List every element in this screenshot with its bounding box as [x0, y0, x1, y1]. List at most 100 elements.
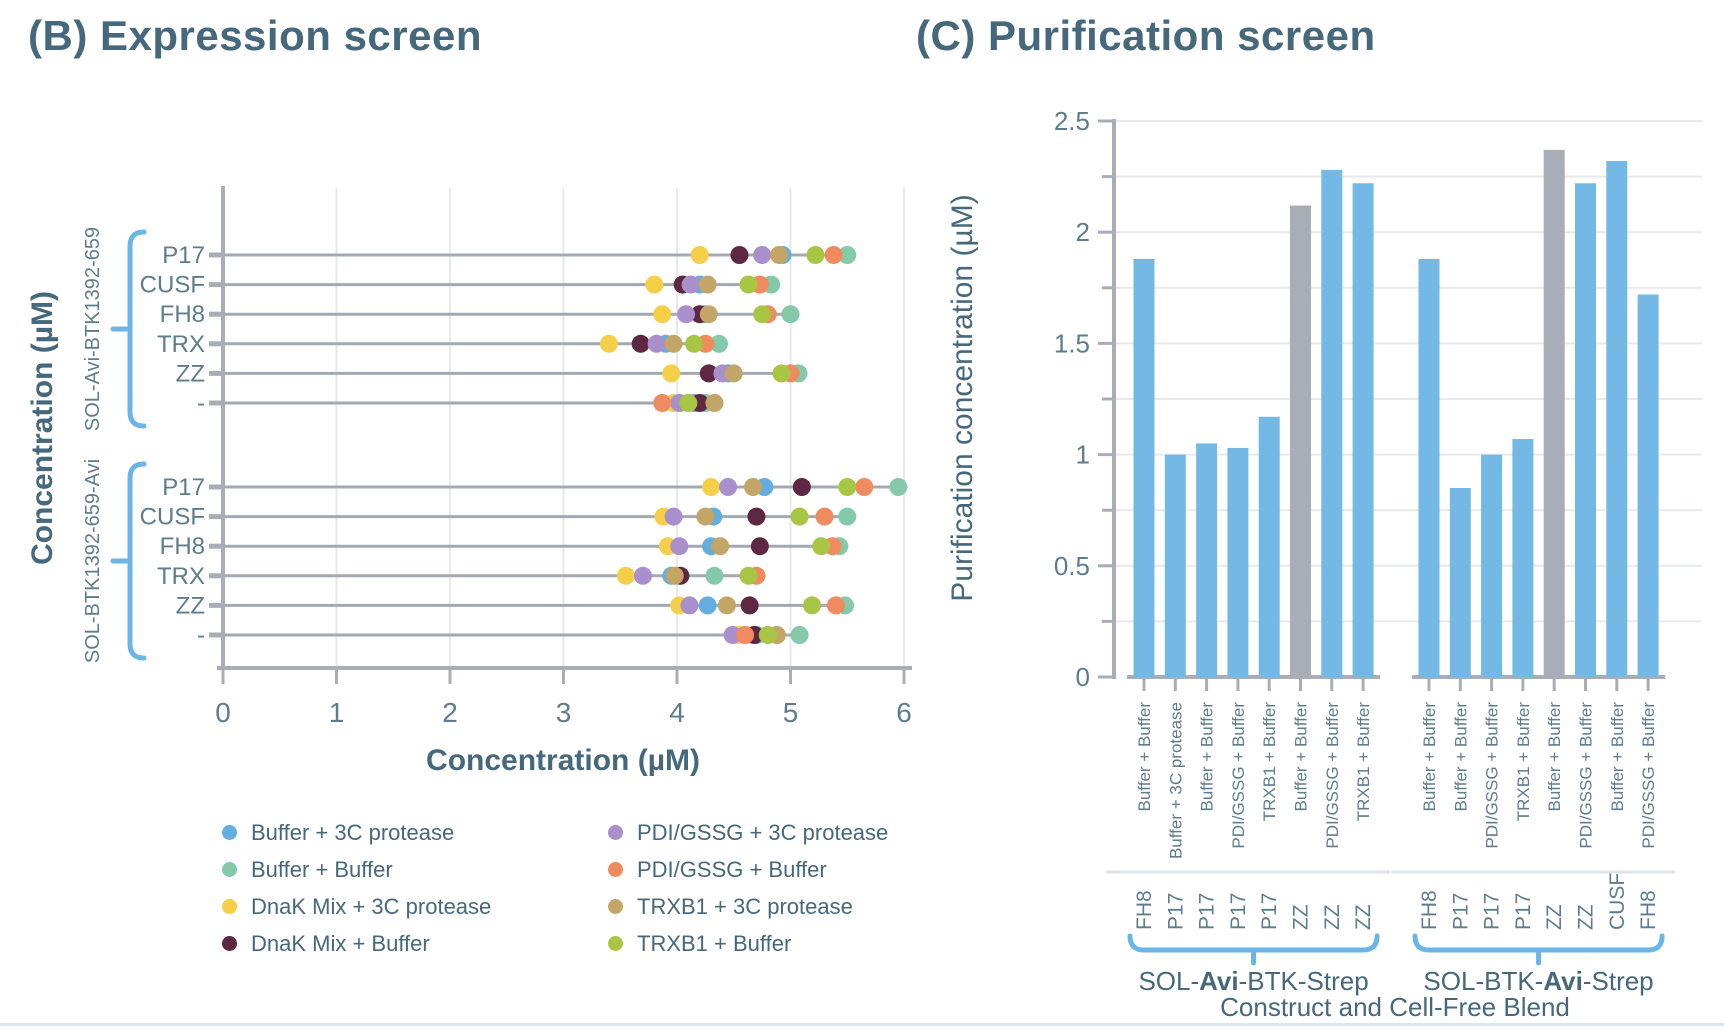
data-dot	[758, 626, 777, 644]
data-dot	[616, 566, 635, 585]
data-dot	[826, 596, 845, 615]
data-dot	[699, 305, 718, 324]
data-dot	[705, 394, 724, 412]
data-dot	[696, 507, 715, 526]
data-dot	[753, 305, 772, 324]
bar	[1290, 205, 1311, 677]
category-label: TRX	[157, 563, 205, 590]
construct-group-label: SOL-BTK-Avi-Strep	[1423, 966, 1653, 996]
data-dot	[838, 507, 857, 526]
data-dot	[599, 334, 618, 353]
y-tick-label: 2	[1076, 217, 1090, 247]
data-dot	[750, 537, 769, 556]
category-label: FH8	[160, 301, 205, 328]
bar-construct-label: ZZ	[1352, 904, 1375, 930]
data-dot	[747, 507, 766, 526]
data-dot	[711, 537, 730, 556]
data-dot	[705, 566, 724, 585]
expr-x-axis-title: Concentration (µM)	[426, 744, 700, 777]
legend-item: TRXB1 + 3C protease	[608, 888, 888, 925]
x-tick-label: 1	[329, 697, 345, 728]
bar-blend-label: Buffer + Buffer	[1451, 702, 1470, 812]
bar-construct-label: P17	[1512, 893, 1535, 930]
x-tick-label: 0	[215, 697, 231, 728]
legend-dot-icon	[608, 899, 623, 914]
data-dot	[824, 246, 843, 264]
bar-construct-label: ZZ	[1321, 904, 1344, 930]
y-tick-label: 1	[1076, 440, 1090, 470]
legend-label: Buffer + 3C protease	[251, 819, 455, 845]
construct-group-label: SOL-Avi-BTK1392-659	[82, 227, 104, 431]
bar-construct-label: FH8	[1133, 890, 1156, 930]
category-label: P17	[162, 242, 205, 269]
x-tick-label: 6	[896, 697, 912, 728]
bar-blend-label: Buffer + Buffer	[1135, 702, 1154, 812]
data-dot	[792, 478, 811, 496]
data-dot	[670, 537, 689, 556]
data-dot	[772, 364, 791, 383]
data-dot	[719, 478, 738, 496]
data-dot	[855, 478, 874, 496]
data-dot	[709, 334, 728, 353]
legend-item: Buffer + 3C protease	[222, 814, 608, 851]
bar-blend-label: PDI/GSSG + Buffer	[1323, 702, 1342, 849]
category-label: CUSF	[140, 272, 205, 299]
bar-construct-label: P17	[1196, 893, 1219, 930]
category-label: TRX	[157, 331, 205, 358]
data-dot	[664, 334, 683, 353]
data-dot	[838, 478, 857, 496]
category-label: ZZ	[176, 592, 205, 619]
bar-construct-label: CUSF	[1606, 873, 1629, 930]
bar-blend-label: Buffer + Buffer	[1420, 702, 1439, 812]
bar-construct-label: P17	[1258, 893, 1281, 930]
legend-label: PDI/GSSG + 3C protease	[637, 819, 889, 845]
data-dot	[803, 596, 822, 615]
bar	[1512, 439, 1534, 677]
data-dot	[730, 246, 749, 264]
bar-blend-label: PDI/GSSG + Buffer	[1483, 702, 1502, 849]
data-dot	[665, 566, 684, 585]
legend-item: PDI/GSSG + 3C protease	[608, 814, 888, 851]
bar	[1352, 183, 1374, 677]
purif-x-axis-title: Construct and Cell-Free Blend	[1220, 992, 1570, 1022]
data-dot	[744, 478, 763, 496]
bar	[1606, 161, 1628, 678]
bar	[1164, 454, 1186, 677]
legend-item: Buffer + Buffer	[222, 851, 608, 888]
bar-blend-label: Buffer + Buffer	[1292, 702, 1311, 812]
category-label: ZZ	[176, 360, 205, 387]
legend-label: DnaK Mix + 3C protease	[251, 893, 492, 919]
bar	[1321, 169, 1343, 678]
data-dot	[647, 334, 666, 353]
data-dot	[723, 626, 742, 644]
legend-dot-icon	[608, 862, 623, 877]
data-dot	[724, 364, 743, 383]
category-label: CUSF	[140, 504, 205, 531]
bar-construct-label: P17	[1164, 893, 1187, 930]
construct-group-label: SOL-Avi-BTK-Strep	[1138, 966, 1368, 996]
bar-blend-label: PDI/GSSG + Buffer	[1577, 702, 1596, 849]
y-tick-label: 0	[1076, 662, 1090, 692]
data-dot	[838, 246, 857, 264]
y-tick-label: 1.5	[1054, 328, 1090, 358]
data-dot	[770, 246, 789, 264]
x-tick-label: 3	[556, 697, 572, 728]
legend-label: Buffer + Buffer	[251, 856, 393, 882]
data-dot	[653, 394, 672, 412]
bar-construct-label: P17	[1449, 893, 1472, 930]
legend-label: DnaK Mix + Buffer	[251, 930, 430, 956]
bar-blend-label: Buffer + Buffer	[1198, 702, 1217, 812]
data-dot	[698, 275, 717, 294]
bar-blend-label: Buffer + 3C protease	[1166, 702, 1185, 859]
bar-blend-label: TRXB1 + Buffer	[1260, 702, 1279, 822]
data-dot	[645, 275, 664, 294]
x-tick-label: 2	[442, 697, 458, 728]
legend-item: TRXB1 + Buffer	[608, 925, 888, 962]
data-dot	[690, 246, 709, 264]
data-dot	[815, 507, 834, 526]
legend-dot-icon	[222, 899, 237, 914]
x-tick-label: 5	[783, 697, 799, 728]
data-dot	[806, 246, 825, 264]
